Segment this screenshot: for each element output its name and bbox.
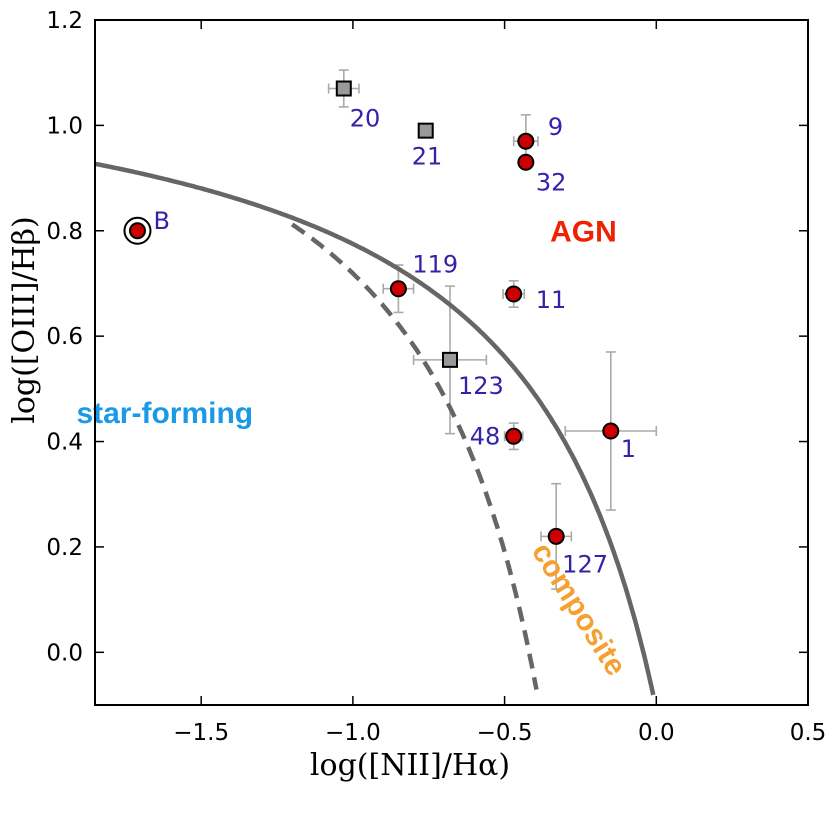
circle-marker [505, 285, 523, 303]
kauffmann-empirical-curve [290, 222, 539, 691]
x-tick-label: 0.0 [638, 720, 675, 746]
star-forming-region-label: star-forming [76, 397, 253, 430]
x-tick-label: 0.5 [790, 720, 827, 746]
square-marker [417, 122, 434, 139]
point-ring [123, 216, 152, 245]
circle-marker [517, 153, 535, 171]
square-marker [441, 351, 458, 368]
y-tick-label: 0.0 [46, 640, 83, 666]
point-label: 127 [562, 550, 608, 578]
y-tick-label: 0.4 [46, 430, 83, 456]
y-tick-label: 0.6 [46, 324, 83, 350]
x-tick-label: −1.0 [325, 720, 381, 746]
circle-marker [505, 427, 523, 445]
circle-marker [389, 280, 407, 298]
point-label: 11 [536, 286, 567, 314]
circle-marker [128, 222, 146, 240]
y-tick-label: 0.2 [46, 535, 83, 561]
plot-frame [94, 19, 809, 706]
circle-marker [547, 527, 565, 545]
x-tick-label: −0.5 [477, 720, 533, 746]
kewley-maximum-starburst-curve [95, 161, 656, 696]
y-tick-label: 1.2 [46, 8, 83, 34]
point-label: 32 [536, 168, 567, 196]
point-label: 20 [350, 105, 381, 133]
point-label: 119 [412, 251, 458, 279]
y-axis-title: log([OIII]/Hβ) [7, 216, 42, 423]
point-label: 21 [412, 143, 443, 171]
x-tick-label: −1.5 [173, 720, 229, 746]
x-axis-title: log([NII]/Hα) [310, 748, 510, 783]
circle-marker [602, 422, 620, 440]
square-marker [335, 80, 352, 97]
point-label: 123 [458, 372, 504, 400]
y-tick-label: 0.8 [46, 219, 83, 245]
point-label: 48 [470, 422, 501, 450]
point-label: 9 [548, 113, 563, 141]
agn-region-label: AGN [550, 215, 617, 248]
point-label: 1 [621, 435, 636, 463]
circle-marker [517, 132, 535, 150]
y-tick-label: 1.0 [46, 113, 83, 139]
point-label: B [153, 207, 169, 235]
